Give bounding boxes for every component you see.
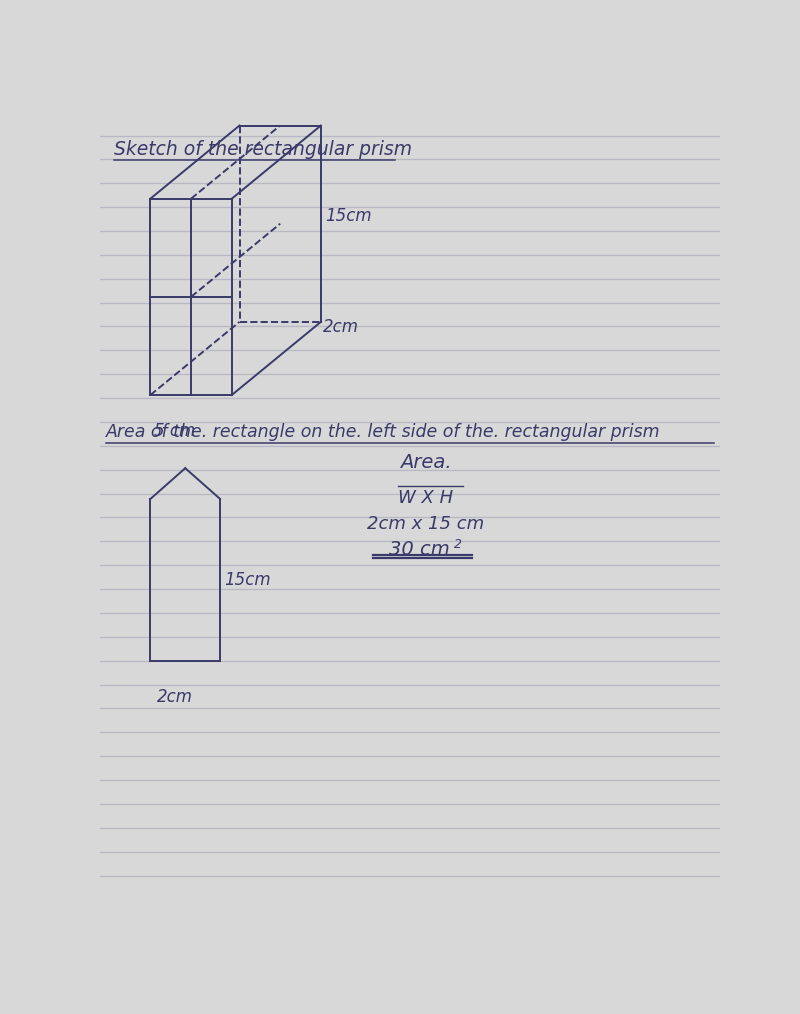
Text: Area of the. rectangle on the. left side of the. rectangular prism: Area of the. rectangle on the. left side… [106,423,661,441]
Text: 15cm: 15cm [224,571,270,589]
Text: W X H: W X H [398,489,453,507]
Text: 2cm: 2cm [157,687,193,706]
Text: 5 cm: 5 cm [154,422,195,440]
Text: 2: 2 [454,538,462,552]
Text: 15cm: 15cm [325,207,371,225]
Text: 2cm x 15 cm: 2cm x 15 cm [367,515,484,533]
Text: 2cm: 2cm [323,318,359,336]
Text: Sketch of the rectangular prism: Sketch of the rectangular prism [114,140,412,158]
Text: 30 cm: 30 cm [389,539,450,559]
Text: Area.: Area. [400,453,451,473]
